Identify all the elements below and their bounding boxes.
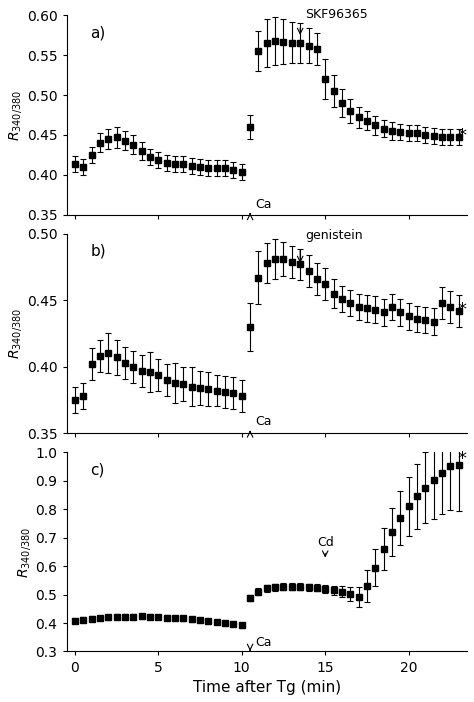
Text: b): b) <box>91 244 106 259</box>
Y-axis label: $R_{340/380}$: $R_{340/380}$ <box>16 526 33 578</box>
Text: genistein: genistein <box>305 229 363 242</box>
Text: *: * <box>457 300 466 319</box>
Text: *: * <box>457 451 466 468</box>
Text: Cd: Cd <box>317 536 334 549</box>
Y-axis label: $R_{340/380}$: $R_{340/380}$ <box>7 89 24 140</box>
Text: c): c) <box>91 463 105 477</box>
Text: Ca: Ca <box>255 415 272 428</box>
Text: Ca: Ca <box>255 636 272 649</box>
Text: a): a) <box>91 25 106 41</box>
X-axis label: Time after Tg (min): Time after Tg (min) <box>193 680 341 695</box>
Y-axis label: $R_{340/380}$: $R_{340/380}$ <box>7 308 24 359</box>
Text: Ca: Ca <box>255 199 272 211</box>
Text: SKF96365: SKF96365 <box>305 8 368 21</box>
Text: *: * <box>457 127 466 145</box>
